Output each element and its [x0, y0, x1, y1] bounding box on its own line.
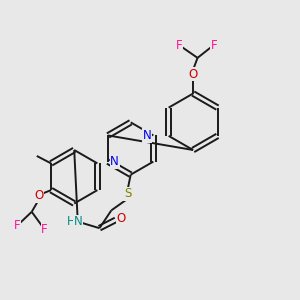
Text: O: O — [116, 212, 126, 225]
Text: S: S — [124, 188, 131, 200]
Text: N: N — [142, 129, 151, 142]
Text: F: F — [14, 219, 20, 232]
Text: O: O — [34, 189, 44, 202]
Text: F: F — [211, 39, 217, 52]
Text: F: F — [176, 39, 182, 52]
Text: F: F — [41, 223, 48, 236]
Text: N: N — [110, 155, 119, 168]
Text: N: N — [74, 215, 82, 228]
Text: O: O — [188, 68, 198, 81]
Text: H: H — [67, 215, 76, 228]
